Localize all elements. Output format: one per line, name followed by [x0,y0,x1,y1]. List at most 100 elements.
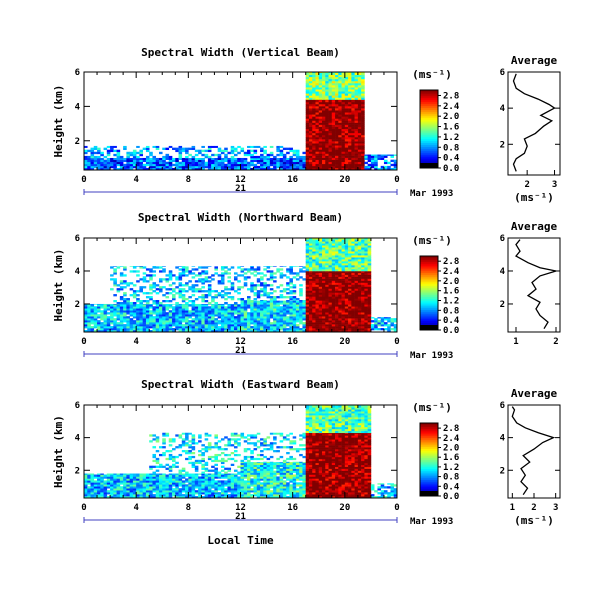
heatmap-cell [335,114,339,117]
heatmap-cell [269,274,274,277]
heatmap-cell [341,286,346,289]
heatmap-cell [351,259,355,262]
heatmap-cell [315,318,320,321]
heatmap-cell [260,284,264,287]
heatmap-cell [351,95,355,98]
heatmap-cell [351,80,355,84]
heatmap-cell [348,251,352,254]
heatmap-cell [224,308,228,311]
heatmap-cell [357,324,362,327]
heatmap-cell [113,278,117,281]
heatmap-cell [188,486,192,489]
heatmap-cell [142,308,147,311]
heatmap-cell [247,312,251,315]
heatmap-cell [328,292,333,295]
heatmap-cell [136,161,140,165]
heatmap-cell [325,97,329,100]
heatmap-cell [341,83,346,86]
heatmap-cell [194,482,199,485]
heatmap-cell [110,320,114,323]
heatmap-cell [341,302,346,305]
x-tick-label: 20 [339,175,350,185]
heatmap-cell [322,312,326,315]
heatmap-cell [188,496,192,499]
heatmap-cell [315,251,320,254]
heatmap-cell [370,324,375,327]
heatmap-cell [328,286,333,289]
heatmap-cell [139,301,143,305]
colorbar-swatch [420,105,438,108]
heatmap-cell [132,314,137,317]
heatmap-cell [367,276,372,279]
x-tick-label: 0 [394,337,399,347]
heatmap-cell [181,326,186,329]
heatmap-cell [331,280,336,283]
heatmap-cell [335,101,339,105]
heatmap-cell [136,476,140,479]
heatmap-cell [354,147,359,150]
heatmap-cell [84,320,88,323]
heatmap-cell [315,147,320,150]
heatmap-cell [302,316,307,319]
heatmap-cell [263,324,267,327]
heatmap-cell [152,494,157,497]
heatmap-cell [325,89,329,92]
heatmap-cell [126,165,130,169]
heatmap-cell [168,155,173,159]
heatmap-cell [308,270,313,273]
heatmap-cell [302,306,307,309]
heatmap-cell [328,141,333,144]
heatmap-cell [139,314,143,317]
heatmap-cell [155,266,160,269]
heatmap-cell [136,270,140,273]
heatmap-cell [136,266,140,267]
heatmap-cell [178,326,183,329]
heatmap-cell [308,241,313,244]
heatmap-cell [354,274,359,277]
heatmap-cell [354,118,359,121]
heatmap-cell [155,450,160,453]
heatmap-cell [233,310,238,313]
heatmap-cell [312,124,316,127]
heatmap-cell [260,310,264,313]
heatmap-cell [292,308,297,311]
average-title: Average [511,54,558,67]
heatmap-cell [348,83,352,86]
heatmap-cell [145,496,150,499]
heatmap-cell [162,453,166,457]
heatmap-cell [194,284,199,287]
heatmap-cell [328,165,333,169]
heatmap-cell [364,322,368,325]
heatmap-cell [335,91,339,94]
heatmap-cell [282,310,287,313]
heatmap-cell [302,304,307,307]
heatmap-cell [344,108,349,111]
heatmap-cell [286,151,290,155]
heatmap-cell [168,440,173,443]
heatmap-cell [380,154,385,156]
heatmap-cell [100,473,104,475]
heatmap-cell [318,265,323,268]
heatmap-cell [220,474,225,477]
colorbar-swatch [420,154,438,157]
heatmap-cell [106,328,111,331]
heatmap-cell [325,282,329,285]
heatmap-cell [312,112,316,115]
heatmap-cell [361,280,365,283]
heatmap-cell [191,330,196,333]
heatmap-cell [312,139,316,142]
heatmap-cell [357,74,362,78]
heatmap-cell [97,304,101,307]
heatmap-cell [341,247,346,250]
heatmap-cell [224,320,228,323]
heatmap-cell [322,89,326,92]
heatmap-cell [162,322,166,325]
heatmap-cell [305,91,310,94]
heatmap-cell [322,85,326,88]
heatmap-cell [201,476,205,479]
heatmap-cell [325,312,329,315]
heatmap-cell [341,269,346,272]
heatmap-cell [191,155,196,159]
heatmap-cell [145,488,150,491]
heatmap-cell [230,328,235,331]
